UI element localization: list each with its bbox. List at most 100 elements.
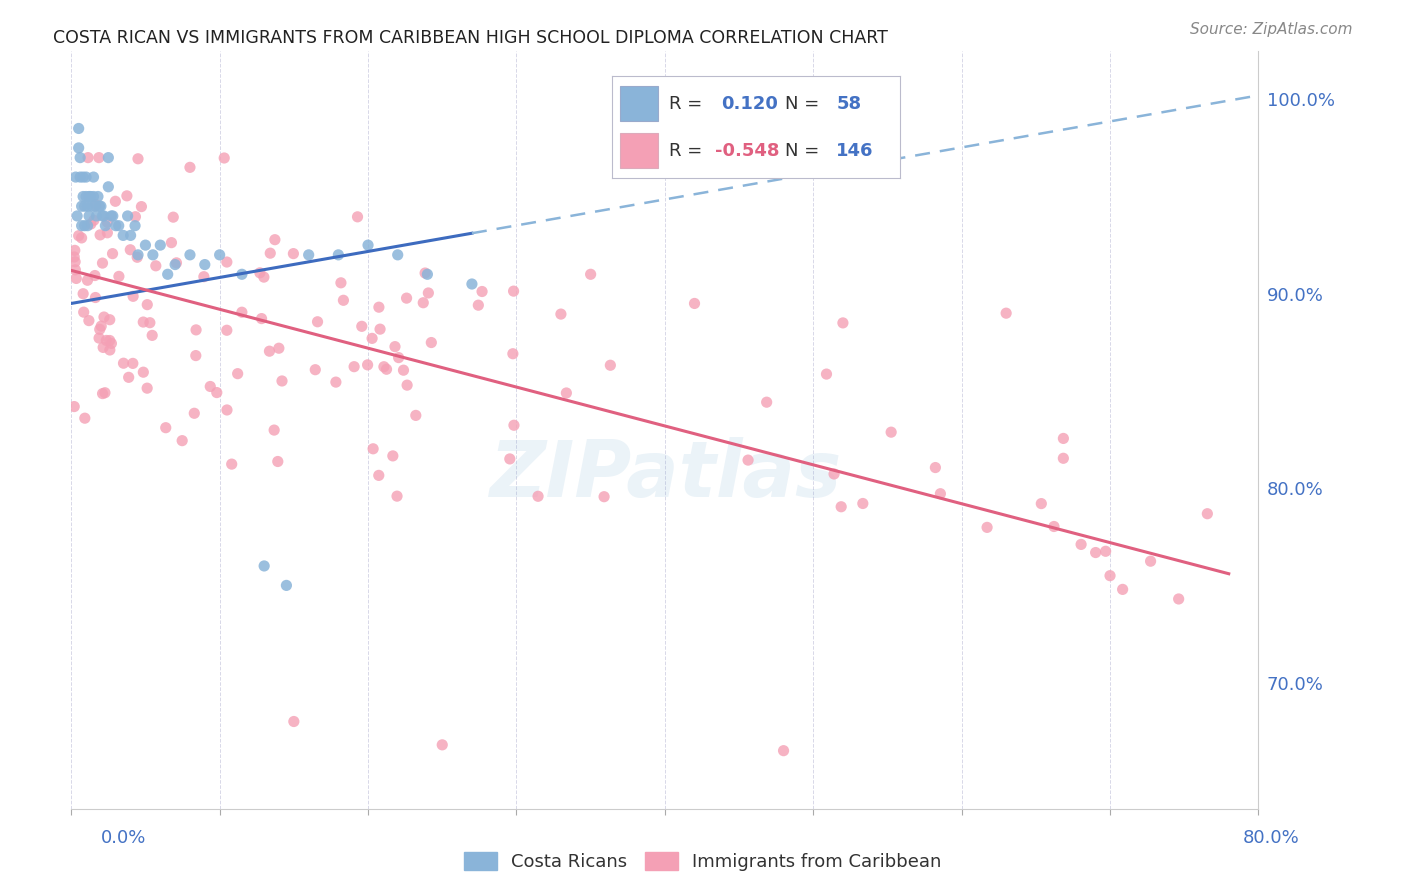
Text: 146: 146 bbox=[837, 142, 875, 160]
Point bbox=[381, 449, 404, 463]
Point bbox=[755, 395, 778, 409]
Point bbox=[461, 277, 484, 291]
Point bbox=[97, 179, 120, 194]
Point bbox=[65, 170, 87, 185]
Point bbox=[183, 406, 205, 420]
Point bbox=[328, 248, 350, 262]
Point bbox=[87, 151, 110, 165]
Point bbox=[332, 293, 354, 308]
Point bbox=[1139, 554, 1161, 568]
Point bbox=[65, 271, 87, 285]
Point bbox=[499, 451, 522, 466]
Point bbox=[1098, 568, 1121, 582]
Point bbox=[124, 219, 146, 233]
Point bbox=[77, 313, 100, 327]
Point bbox=[136, 381, 159, 395]
Point bbox=[503, 418, 526, 433]
Point bbox=[200, 379, 222, 393]
Point bbox=[136, 298, 159, 312]
Point bbox=[73, 219, 96, 233]
Point bbox=[87, 331, 110, 345]
Point bbox=[86, 209, 108, 223]
Point bbox=[83, 268, 105, 283]
Point bbox=[80, 217, 103, 231]
Point bbox=[432, 738, 454, 752]
Point bbox=[98, 334, 121, 348]
Point bbox=[346, 210, 368, 224]
Point bbox=[165, 258, 187, 272]
Point bbox=[112, 228, 135, 243]
Point bbox=[87, 189, 110, 203]
Point bbox=[72, 189, 94, 203]
Point bbox=[387, 248, 409, 262]
Point bbox=[89, 199, 111, 213]
Point bbox=[502, 284, 524, 298]
Point bbox=[267, 341, 290, 355]
Point bbox=[127, 248, 149, 262]
Point bbox=[852, 496, 875, 510]
Point bbox=[91, 256, 114, 270]
Text: N =: N = bbox=[785, 142, 818, 160]
Text: 80.0%: 80.0% bbox=[1243, 830, 1299, 847]
Point bbox=[1084, 545, 1107, 559]
Point bbox=[156, 267, 179, 281]
Point bbox=[1094, 544, 1116, 558]
Point bbox=[395, 291, 418, 305]
Point bbox=[737, 453, 759, 467]
Point bbox=[263, 423, 285, 437]
Point bbox=[276, 578, 298, 592]
Point bbox=[924, 460, 946, 475]
Text: R =: R = bbox=[669, 142, 703, 160]
Point bbox=[89, 227, 111, 242]
Point bbox=[361, 331, 384, 345]
Point bbox=[1031, 497, 1053, 511]
Point bbox=[75, 170, 97, 185]
Point bbox=[63, 400, 86, 414]
Legend: Costa Ricans, Immigrants from Caribbean: Costa Ricans, Immigrants from Caribbean bbox=[457, 845, 949, 879]
Point bbox=[215, 403, 238, 417]
Point bbox=[124, 210, 146, 224]
Point bbox=[75, 189, 97, 203]
Point bbox=[73, 411, 96, 425]
Point bbox=[63, 250, 86, 264]
Point bbox=[283, 246, 305, 260]
Point bbox=[502, 347, 524, 361]
Point bbox=[84, 291, 107, 305]
Point bbox=[830, 500, 852, 514]
Point bbox=[94, 219, 117, 233]
Y-axis label: High School Diploma: High School Diploma bbox=[0, 343, 8, 516]
Point bbox=[1167, 591, 1189, 606]
Point bbox=[83, 213, 105, 227]
Point bbox=[264, 233, 287, 247]
Point bbox=[77, 189, 100, 203]
Point bbox=[392, 363, 415, 377]
Point bbox=[593, 490, 616, 504]
Point bbox=[98, 343, 121, 357]
Point bbox=[193, 269, 215, 284]
Point bbox=[98, 312, 121, 326]
Point bbox=[325, 375, 347, 389]
Point bbox=[127, 152, 149, 166]
Point bbox=[329, 276, 352, 290]
Point bbox=[141, 328, 163, 343]
Point bbox=[772, 744, 794, 758]
Point bbox=[89, 322, 111, 336]
Point bbox=[550, 307, 572, 321]
Point bbox=[122, 289, 145, 303]
Point bbox=[467, 298, 489, 312]
Point bbox=[100, 336, 122, 351]
Point bbox=[96, 226, 118, 240]
Point bbox=[1043, 519, 1066, 533]
Point bbox=[412, 295, 434, 310]
Point bbox=[1052, 432, 1074, 446]
Point bbox=[995, 306, 1018, 320]
Point bbox=[166, 256, 188, 270]
Point bbox=[127, 250, 149, 264]
Point bbox=[929, 486, 952, 500]
Point bbox=[375, 362, 398, 376]
Point bbox=[405, 409, 427, 423]
Point bbox=[880, 425, 903, 439]
Point bbox=[93, 209, 115, 223]
Point bbox=[65, 263, 87, 277]
Point bbox=[250, 311, 273, 326]
